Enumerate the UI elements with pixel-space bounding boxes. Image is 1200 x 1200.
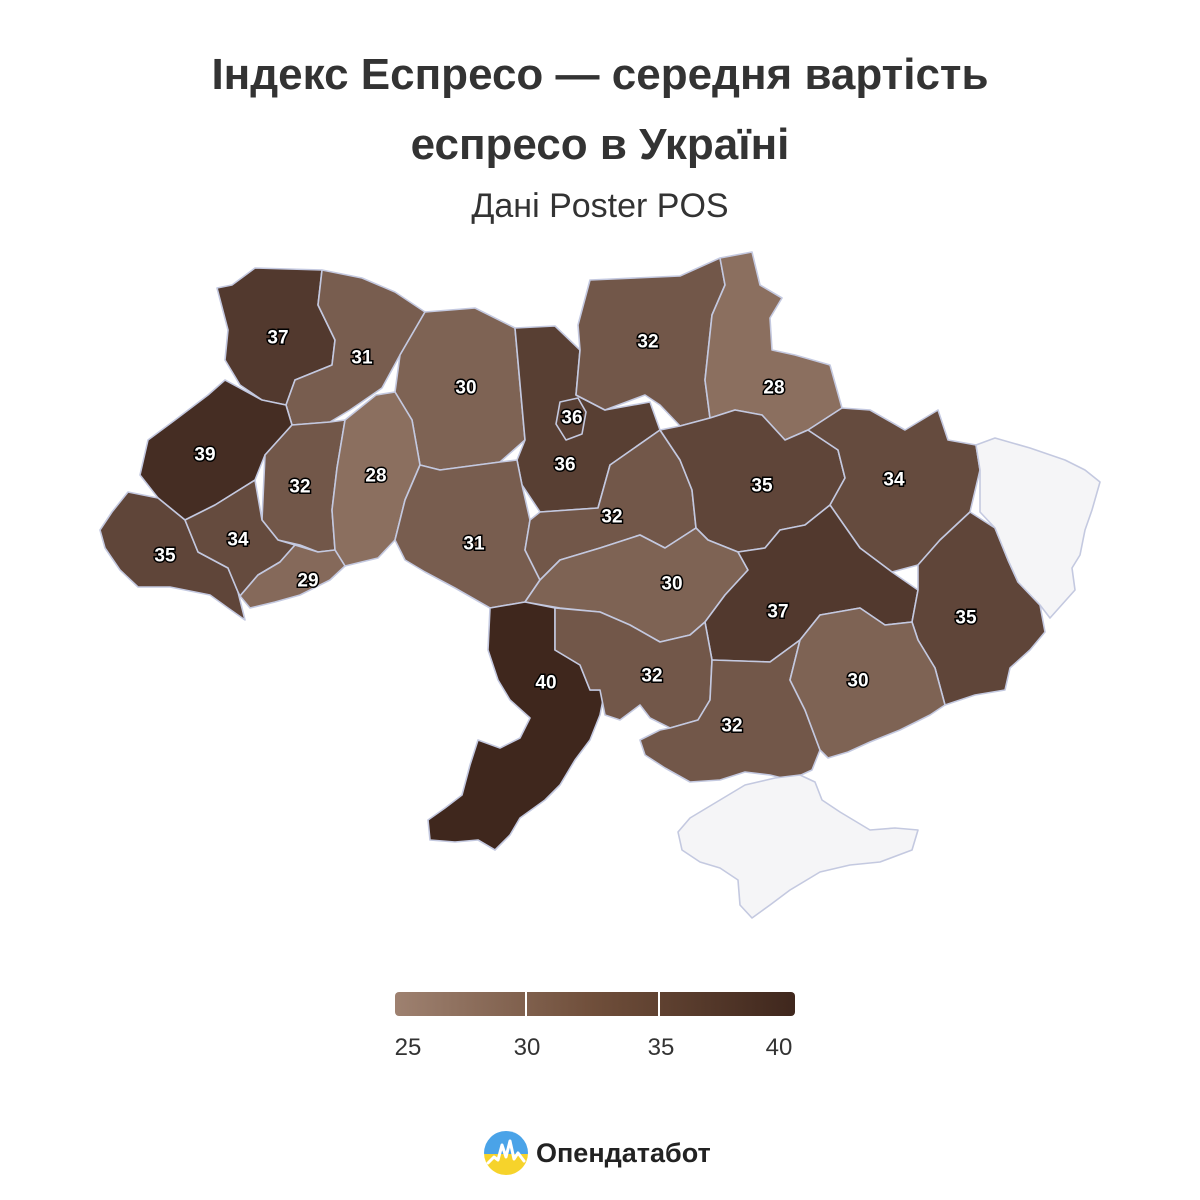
legend-tick-35: 35 [647, 1034, 675, 1061]
region-value-chernihiv: 32 [637, 332, 658, 353]
region-value-kyiv-city: 36 [561, 408, 582, 429]
brand-name: Опендатабот [536, 1137, 711, 1168]
region-value-kirovohrad: 30 [661, 574, 682, 595]
color-legend-bar [395, 992, 795, 1016]
title-line-1: Індекс Еспресо — середня вартість [211, 50, 989, 99]
region-sumy[interactable] [704, 251, 843, 441]
legend-tick-40: 40 [765, 1034, 793, 1061]
region-kyiv-city[interactable] [555, 397, 587, 441]
legend-separator [525, 992, 527, 1016]
region-value-volyn: 37 [267, 328, 288, 349]
title-line-2: еспресо в Україні [410, 120, 790, 169]
region-value-cherkasy: 32 [601, 507, 622, 528]
region-value-ternopil: 32 [289, 477, 310, 498]
region-value-rivne: 31 [351, 348, 373, 369]
region-value-zakarpattia: 35 [154, 546, 176, 567]
region-value-kharkiv: 34 [883, 470, 905, 491]
region-value-ivano-frankivsk: 34 [227, 530, 249, 551]
region-value-lviv: 39 [194, 445, 215, 466]
brand-footer[interactable]: Опендатабот [484, 1130, 711, 1176]
region-luhansk[interactable] [975, 437, 1101, 619]
region-value-vinnytsia: 31 [463, 534, 485, 555]
legend-separator [658, 992, 660, 1016]
region-value-chernivtsi: 29 [297, 571, 318, 592]
region-chernivtsi[interactable] [239, 544, 346, 609]
region-value-odesa: 40 [535, 673, 556, 694]
legend-tick-25: 25 [394, 1034, 422, 1061]
region-value-khmelnytskyi: 28 [365, 466, 386, 487]
opendatabot-logo-icon [484, 1131, 528, 1175]
region-value-zhytomyr: 30 [455, 378, 476, 399]
legend-tick-30: 30 [513, 1034, 541, 1061]
region-value-kherson: 32 [721, 716, 742, 737]
region-crimea[interactable] [677, 774, 919, 919]
map-title: Індекс Еспресо — середня вартість еспрес… [100, 40, 1100, 180]
region-zaporizhzhia[interactable] [789, 607, 946, 759]
region-value-dnipropetrovsk: 37 [767, 602, 788, 623]
region-value-kyiv-oblast: 36 [554, 455, 575, 476]
map-subtitle: Дані Poster POS [471, 187, 729, 225]
region-value-mykolaiv: 32 [641, 666, 662, 687]
region-value-sumy: 28 [763, 378, 784, 399]
region-value-zaporizhzhia: 30 [847, 671, 868, 692]
region-value-donetsk: 35 [955, 608, 977, 629]
ukraine-choropleth-map: 37 31 30 36 32 28 39 32 28 31 32 35 34 35 34 29 30 37 35 40… [99, 251, 1101, 919]
region-value-poltava: 35 [751, 476, 773, 497]
